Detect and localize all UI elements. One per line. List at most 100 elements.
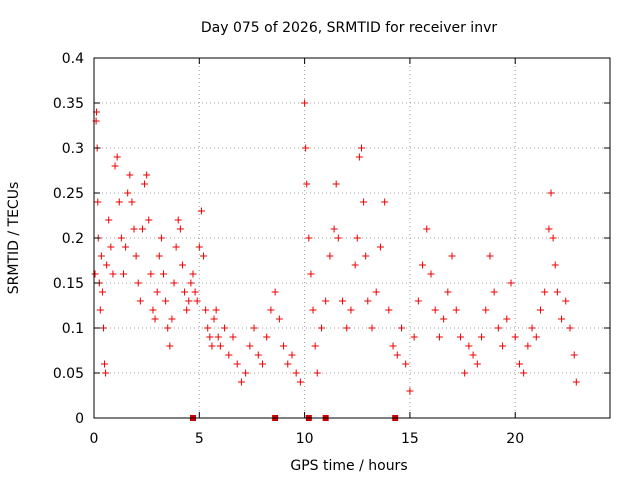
data-point xyxy=(145,216,153,224)
data-point xyxy=(115,198,123,206)
data-point xyxy=(549,234,557,242)
data-point xyxy=(174,216,182,224)
data-point xyxy=(99,324,107,332)
data-point xyxy=(465,342,473,350)
data-point xyxy=(302,144,310,152)
data-point xyxy=(119,270,127,278)
data-point xyxy=(322,297,330,305)
data-point xyxy=(528,324,536,332)
data-point xyxy=(376,243,384,251)
data-point xyxy=(381,198,389,206)
data-point xyxy=(520,369,528,377)
data-point xyxy=(117,234,125,242)
data-point xyxy=(393,351,401,359)
data-point xyxy=(200,252,208,260)
x-tick-label: 0 xyxy=(90,431,99,447)
y-tick-label: 0.1 xyxy=(62,321,84,337)
data-point xyxy=(330,225,338,233)
data-point xyxy=(296,378,304,386)
data-point xyxy=(149,306,157,314)
data-point xyxy=(221,324,229,332)
data-point xyxy=(267,306,275,314)
y-tick-label: 0.05 xyxy=(53,366,84,382)
y-tick-label: 0.3 xyxy=(62,141,84,157)
data-point xyxy=(242,369,250,377)
data-point xyxy=(515,360,523,368)
data-point xyxy=(143,171,151,179)
data-point xyxy=(229,333,237,341)
data-point xyxy=(402,360,410,368)
data-point xyxy=(307,270,315,278)
data-point xyxy=(138,225,146,233)
data-point xyxy=(280,342,288,350)
chart-title: Day 075 of 2026, SRMTID for receiver inv… xyxy=(201,20,497,36)
data-point xyxy=(126,171,134,179)
data-point xyxy=(482,306,490,314)
data-point xyxy=(271,288,279,296)
data-point xyxy=(130,225,138,233)
data-point xyxy=(478,333,486,341)
data-point xyxy=(193,297,201,305)
data-point xyxy=(473,360,481,368)
data-point xyxy=(435,333,443,341)
data-point xyxy=(541,288,549,296)
data-point xyxy=(572,378,580,386)
data-point xyxy=(309,306,317,314)
data-point xyxy=(353,234,361,242)
data-point xyxy=(490,288,498,296)
data-point xyxy=(170,279,178,287)
data-point xyxy=(385,306,393,314)
y-tick-label: 0 xyxy=(75,411,84,427)
data-point xyxy=(536,306,544,314)
data-point xyxy=(303,180,311,188)
data-point xyxy=(311,342,319,350)
data-point xyxy=(233,360,241,368)
data-point xyxy=(456,333,464,341)
data-point xyxy=(160,270,168,278)
data-point xyxy=(452,306,460,314)
y-tick-label: 0.35 xyxy=(53,96,84,112)
data-point xyxy=(162,297,170,305)
plot-frame xyxy=(93,57,611,419)
x-axis-label: GPS time / hours xyxy=(290,458,407,474)
data-point xyxy=(553,288,561,296)
data-point xyxy=(326,252,334,260)
data-point xyxy=(204,324,212,332)
data-point xyxy=(96,306,104,314)
data-point xyxy=(105,216,113,224)
data-point xyxy=(448,252,456,260)
data-point xyxy=(101,360,109,368)
data-point xyxy=(128,198,136,206)
data-point xyxy=(469,351,477,359)
data-points xyxy=(91,99,580,395)
data-point xyxy=(414,297,422,305)
data-point xyxy=(397,324,405,332)
data-point xyxy=(507,279,515,287)
data-point xyxy=(427,270,435,278)
x-tick-label: 15 xyxy=(401,431,419,447)
data-point xyxy=(444,288,452,296)
axis-ticks: 0 0.05 0.1 0.15 0.2 0.25 0.3 0.35 0.4 0 5 10 15 20 xyxy=(53,51,610,447)
data-point xyxy=(141,180,149,188)
data-point xyxy=(237,378,245,386)
data-point xyxy=(98,288,106,296)
data-point xyxy=(362,252,370,260)
data-point xyxy=(136,297,144,305)
data-point xyxy=(360,198,368,206)
data-point xyxy=(372,288,380,296)
data-point xyxy=(389,342,397,350)
data-point xyxy=(419,261,427,269)
data-point xyxy=(406,387,414,395)
data-point xyxy=(122,243,130,251)
data-point xyxy=(155,252,163,260)
data-point xyxy=(246,342,254,350)
data-point xyxy=(494,324,502,332)
data-point xyxy=(109,270,117,278)
y-tick-label: 0.4 xyxy=(62,51,84,67)
x-tick-label: 10 xyxy=(296,431,314,447)
data-point xyxy=(197,207,205,215)
data-point xyxy=(410,333,418,341)
data-point xyxy=(189,270,197,278)
data-point xyxy=(486,252,494,260)
